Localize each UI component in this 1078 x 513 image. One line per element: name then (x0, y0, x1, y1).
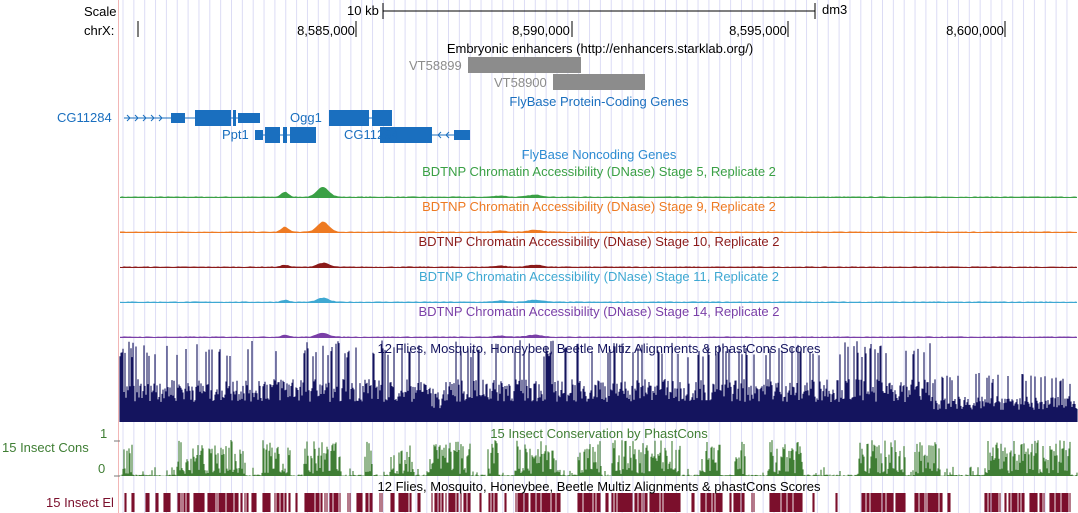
gene-cg11294-exon (454, 130, 470, 140)
gene-ogg1-exon (329, 110, 369, 126)
gene-cg11284-strand-arrow (158, 114, 163, 122)
gene-ogg1-exon (372, 110, 392, 126)
chrom-label[interactable]: chrX: (84, 23, 115, 38)
dnase-stage5-title[interactable]: BDTNP Chromatin Accessibility (DNase) St… (422, 164, 776, 179)
gene-cg11284-strand-arrow (142, 114, 147, 122)
dnase-stage11-title[interactable]: BDTNP Chromatin Accessibility (DNase) St… (418, 269, 780, 284)
cons-side-label[interactable]: 15 Insect Cons (2, 440, 89, 455)
enhancer-feature (553, 74, 645, 90)
ruler-tick-label: 8,585,000 (297, 23, 355, 38)
gene-ppt1-exon (255, 130, 263, 140)
gene-label-cg11294[interactable]: CG11294 (344, 127, 399, 142)
gene-cg11284-exon (233, 110, 236, 126)
gene-label-cg11284[interactable]: CG11284 (57, 110, 112, 125)
gene-cg11284-strand-arrow (150, 114, 155, 122)
ruler-tick-label: 8,590,000 (512, 23, 570, 38)
gene-cg11284-strand-arrow (126, 114, 131, 122)
gene-cg11284-exon (195, 110, 231, 126)
gene-label-ppt1[interactable]: Ppt1 (222, 127, 249, 142)
gene-label-ogg1[interactable]: Ogg1 (290, 110, 322, 125)
dnase-stage14-title[interactable]: BDTNP Chromatin Accessibility (DNase) St… (418, 304, 780, 319)
cons-ymin-label: 0 (98, 461, 106, 476)
flybase-coding-track-title[interactable]: FlyBase Protein-Coding Genes (509, 94, 689, 109)
flybase-noncoding-track-title[interactable]: FlyBase Noncoding Genes (521, 147, 677, 162)
enhancers-track-title[interactable]: Embryonic enhancers (http://enhancers.st… (446, 41, 754, 56)
gene-cg11284-strand-arrow (134, 114, 139, 122)
multiz-signal (119, 340, 1078, 422)
dnase-stage9-title[interactable]: BDTNP Chromatin Accessibility (DNase) St… (422, 199, 776, 214)
gene-cg11284-exon (171, 113, 185, 123)
scale-bar-label: 10 kb (347, 3, 379, 18)
multiz-track-title[interactable]: 12 Flies, Mosquito, Honeybee, Beetle Mul… (377, 341, 821, 356)
cons-track-title[interactable]: 15 Insect Conservation by PhastCons (490, 426, 708, 441)
elements-track-title[interactable]: 12 Flies, Mosquito, Honeybee, Beetle Mul… (377, 479, 821, 494)
guide-lines (122, 0, 1068, 513)
enhancer-feature (468, 57, 581, 73)
gene-cg11294-strand-arrow (437, 131, 442, 139)
gene-cg11294-exon (380, 127, 432, 143)
gene-ppt1-exon (283, 127, 287, 143)
conserved-elements (124, 493, 1071, 512)
ruler-tick-label: 8,600,000 (946, 23, 1004, 38)
gene-ppt1-exon (290, 127, 316, 143)
scale-label: Scale (84, 4, 117, 19)
dnase-stage10-title[interactable]: BDTNP Chromatin Accessibility (DNase) St… (418, 234, 780, 249)
assembly-label: dm3 (822, 2, 848, 17)
gene-ppt1-exon (265, 127, 280, 143)
enhancer-item-label[interactable]: VT58899 (409, 58, 462, 73)
elements-side-label[interactable]: 15 Insect El (46, 495, 114, 510)
cons-ymax-label: 1 (100, 426, 108, 441)
ruler-tick-label: 8,595,000 (729, 23, 787, 38)
gene-cg11284-exon (238, 113, 260, 123)
enhancer-item-label[interactable]: VT58900 (494, 75, 547, 90)
dnase-signal (120, 332, 1077, 337)
cons-signal (119, 440, 1078, 476)
gene-cg11294-strand-arrow (445, 131, 450, 139)
